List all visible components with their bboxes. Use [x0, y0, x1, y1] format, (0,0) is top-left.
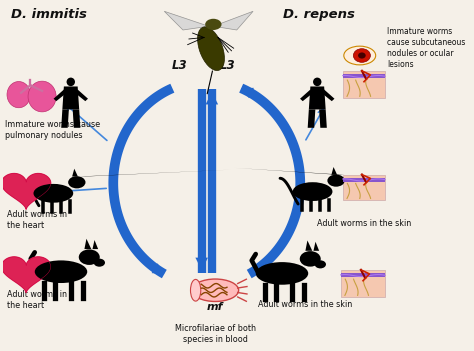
- Polygon shape: [61, 110, 69, 128]
- Text: Adult worms in the skin: Adult worms in the skin: [258, 300, 352, 310]
- Ellipse shape: [300, 251, 321, 267]
- Bar: [341, 273, 385, 277]
- Polygon shape: [305, 240, 312, 251]
- Bar: [343, 178, 385, 182]
- Text: D. repens: D. repens: [283, 8, 355, 21]
- Ellipse shape: [94, 259, 105, 267]
- Text: mf: mf: [207, 302, 224, 312]
- Polygon shape: [300, 90, 313, 101]
- Polygon shape: [63, 86, 79, 110]
- Ellipse shape: [315, 260, 326, 269]
- Ellipse shape: [256, 262, 308, 285]
- Polygon shape: [313, 242, 319, 251]
- Polygon shape: [1, 257, 51, 292]
- Text: Adult worms in
the heart: Adult worms in the heart: [7, 290, 67, 310]
- Ellipse shape: [344, 46, 376, 65]
- Text: Immature worms
cause subcutaneous
nodules or ocular
lesions: Immature worms cause subcutaneous nodule…: [387, 27, 466, 69]
- Ellipse shape: [354, 49, 370, 62]
- Polygon shape: [164, 11, 209, 30]
- Text: Adult worms in the skin: Adult worms in the skin: [317, 219, 411, 228]
- Polygon shape: [72, 169, 78, 177]
- Ellipse shape: [34, 184, 73, 203]
- Ellipse shape: [358, 52, 366, 59]
- Ellipse shape: [191, 279, 201, 301]
- Ellipse shape: [205, 19, 221, 30]
- Polygon shape: [235, 168, 345, 175]
- Ellipse shape: [35, 260, 87, 283]
- Text: L3: L3: [220, 59, 236, 72]
- Polygon shape: [319, 110, 327, 128]
- Bar: [343, 71, 385, 98]
- Ellipse shape: [328, 174, 345, 187]
- Ellipse shape: [192, 279, 238, 302]
- Polygon shape: [213, 11, 253, 30]
- Polygon shape: [73, 110, 80, 128]
- Polygon shape: [331, 167, 337, 175]
- Ellipse shape: [68, 176, 85, 188]
- Polygon shape: [79, 170, 232, 177]
- Ellipse shape: [66, 78, 75, 86]
- Ellipse shape: [198, 27, 224, 71]
- Polygon shape: [92, 240, 98, 249]
- Ellipse shape: [7, 81, 30, 108]
- Ellipse shape: [293, 182, 332, 201]
- Ellipse shape: [79, 250, 100, 265]
- Text: Microfilariae of both
species in blood: Microfilariae of both species in blood: [175, 324, 256, 344]
- Bar: [343, 74, 385, 78]
- Polygon shape: [309, 86, 326, 110]
- Text: Immature worms cause
pulmonary nodules: Immature worms cause pulmonary nodules: [5, 120, 100, 140]
- Text: L3: L3: [171, 59, 187, 72]
- Polygon shape: [1, 173, 51, 209]
- Polygon shape: [308, 110, 315, 128]
- Polygon shape: [84, 239, 91, 249]
- Ellipse shape: [313, 78, 321, 86]
- Polygon shape: [75, 90, 88, 101]
- Polygon shape: [322, 90, 335, 101]
- Bar: [343, 174, 385, 200]
- Ellipse shape: [28, 81, 56, 112]
- Text: Adult worms in
the heart: Adult worms in the heart: [7, 210, 67, 230]
- Bar: [341, 270, 385, 297]
- Text: D. immitis: D. immitis: [11, 8, 87, 21]
- Polygon shape: [54, 90, 66, 101]
